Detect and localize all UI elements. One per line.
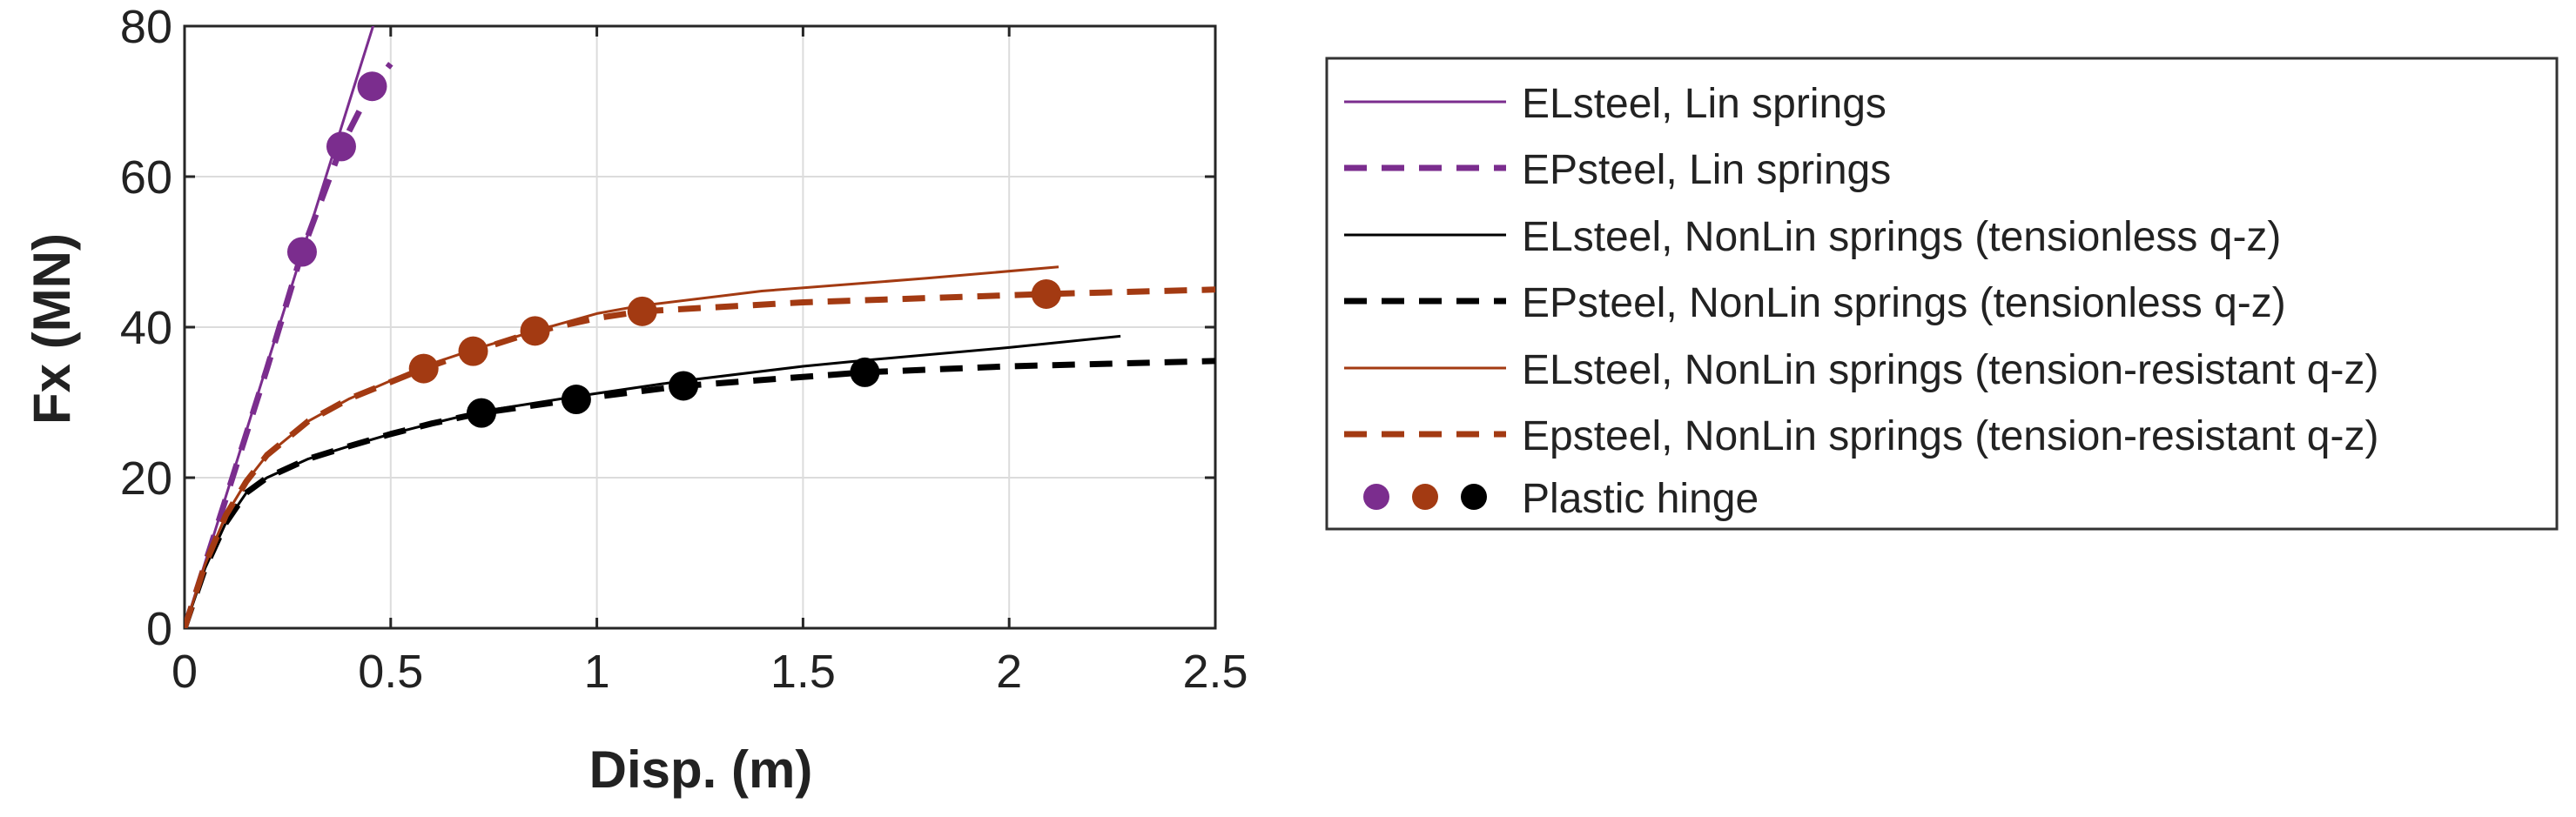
y-tick-label: 40 (120, 302, 172, 354)
y-axis-label: Fx (MN) (23, 233, 81, 425)
legend-label-3: ELsteel, NonLin springs (tensionless q-z… (1522, 214, 2281, 260)
x-tick-label: 1.5 (770, 646, 836, 698)
x-tick-label: 2 (996, 646, 1022, 698)
plastic-hinge-marker (458, 336, 488, 366)
plastic-hinge-marker (627, 296, 657, 326)
legend-label-5: ELsteel, NonLin springs (tension-resista… (1522, 347, 2378, 393)
plastic-hinge-marker (561, 385, 591, 415)
legend: ELsteel, Lin springs EPsteel, Lin springs… (1325, 57, 2559, 531)
legend-label-1: ELsteel, Lin springs (1522, 81, 1887, 127)
x-tick-label: 1 (584, 646, 610, 698)
tick-labels: 0 0.5 1 1.5 2 2.5 0 20 40 60 80 (120, 1, 1248, 698)
plastic-hinge-marker (286, 237, 317, 267)
x-tick-label: 0 (172, 646, 198, 698)
x-tick-label: 0.5 (358, 646, 423, 698)
legend-label-6: Epsteel, NonLin springs (tension-resista… (1522, 413, 2378, 459)
x-axis-label: Disp. (m) (589, 740, 813, 799)
legend-label-2: EPsteel, Lin springs (1522, 147, 1891, 193)
plot-frame (183, 24, 1217, 630)
x-tick-label: 2.5 (1182, 646, 1248, 698)
plastic-hinge-marker (408, 353, 439, 384)
legend-label-plastic-hinge: Plastic hinge (1522, 476, 1759, 522)
grid (185, 26, 1215, 628)
series-line-6 (185, 286, 1215, 628)
legend-hinge-swatch (1363, 484, 1389, 510)
legend-hinge-swatch (1461, 484, 1487, 510)
plastic-hinge-marker (850, 357, 880, 387)
plastic-hinge-marker (326, 131, 356, 162)
y-tick-label: 20 (120, 452, 172, 505)
legend-hinge-swatch (1412, 484, 1438, 510)
plastic-hinge-marker (1031, 278, 1061, 309)
legend-box (1325, 57, 2559, 531)
legend-label-4: EPsteel, NonLin springs (tensionless q-z… (1522, 280, 2286, 326)
plastic-hinge-marker (520, 316, 550, 346)
y-tick-label: 60 (120, 151, 172, 204)
plastic-hinge-markers (286, 71, 1061, 428)
y-tick-label: 80 (120, 1, 172, 53)
y-tick-label: 0 (146, 603, 172, 655)
plastic-hinge-marker (669, 371, 699, 401)
series-line-4 (185, 358, 1215, 628)
plastic-hinge-marker (466, 398, 496, 428)
plastic-hinge-marker (357, 71, 387, 102)
